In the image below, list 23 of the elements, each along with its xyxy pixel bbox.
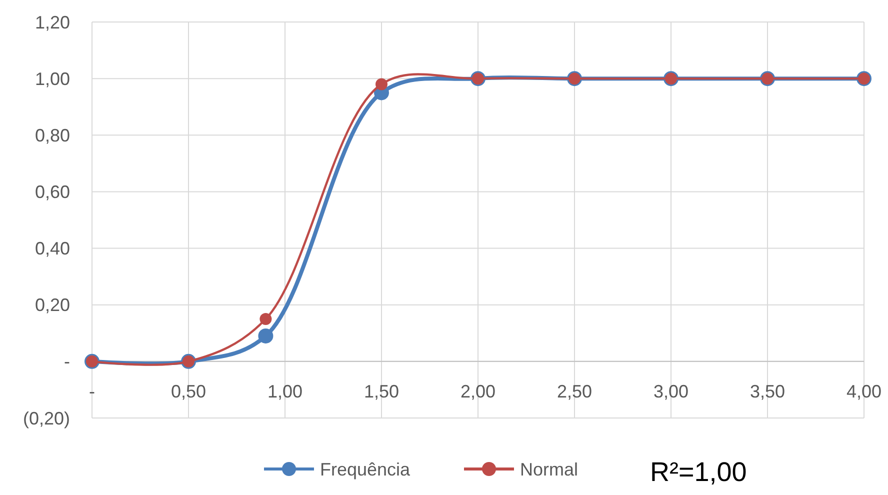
y-tick-label: 0,20 <box>34 295 70 316</box>
x-tick-label: 2,00 <box>460 381 496 402</box>
y-tick-label: - <box>64 352 70 372</box>
text: R²=1,00 <box>650 457 747 487</box>
x-tick-label: 3,00 <box>653 381 689 402</box>
x-tick-label: 1,00 <box>267 381 303 402</box>
x-tick-label: 1,50 <box>364 381 400 402</box>
x-tick-label: - <box>89 381 95 402</box>
legend-label: Frequência <box>320 459 412 480</box>
x-tick-label: 3,50 <box>750 381 786 402</box>
x-tick-label: 2,50 <box>556 381 592 402</box>
y-tick-label: (0,20) <box>22 408 70 428</box>
point <box>376 78 388 90</box>
y-tick-label: 0,60 <box>34 182 70 202</box>
x-tick-label: 4,00 <box>846 381 882 402</box>
y-tick-label: 1,20 <box>34 12 70 32</box>
x-tick-label: 0,50 <box>170 381 206 402</box>
y-tick-label: 0,80 <box>34 125 70 146</box>
point <box>260 313 272 325</box>
y-tick-label: 0,40 <box>34 238 70 259</box>
legend-label: Normal <box>520 459 578 480</box>
point <box>258 328 274 344</box>
y-tick-label: 1,00 <box>34 68 70 89</box>
